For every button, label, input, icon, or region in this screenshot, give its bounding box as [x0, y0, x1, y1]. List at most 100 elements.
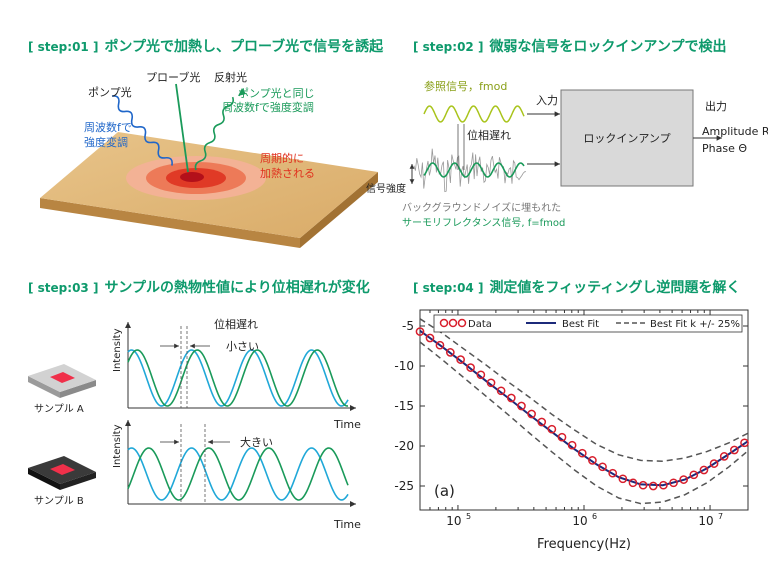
plot-b-xlabel: Time [333, 518, 361, 531]
data-point [466, 363, 475, 372]
x-tick-label: 10 [572, 514, 587, 528]
step04-tag: [ step:04 ] [413, 281, 484, 295]
data-point [527, 409, 536, 419]
lockin-amplifier-box [560, 89, 694, 187]
phase-lag-small-label: 小さい [226, 340, 259, 353]
data-point [435, 340, 445, 350]
y-tick-label: -15 [394, 399, 414, 413]
y-tick-label: -25 [394, 479, 414, 493]
data-point [476, 370, 486, 380]
plot-a-ylabel: Intensity [112, 328, 123, 372]
y-tick-label: -5 [402, 319, 414, 333]
legend-data-label: Data [468, 319, 492, 330]
pump-light-label: ポンプ光 [88, 85, 132, 99]
noisy-signal-wave [413, 148, 527, 193]
data-point [719, 452, 729, 461]
data-point [689, 470, 699, 480]
sample-a-side-right [60, 380, 96, 398]
data-point [567, 440, 577, 450]
data-point [618, 474, 628, 484]
data-point [517, 401, 526, 411]
amplitude-output: Amplitude R [702, 125, 768, 138]
thermoreflectance-signal-wave [423, 162, 525, 178]
series-bestfit [420, 329, 748, 487]
sample-b-label: サンプル B [34, 495, 84, 507]
data-point [547, 424, 557, 434]
data-point [608, 468, 618, 478]
step01-header: [ step:01 ] ポンプ光で加熱し、プローブ光で信号を誘起 [28, 36, 383, 56]
data-point [445, 348, 455, 357]
probe-light-label: プローブ光 [146, 70, 200, 84]
reflect-beam-wave [194, 96, 235, 171]
data-point [557, 432, 567, 442]
step03-header: [ step:03 ] サンプルの熱物性値により位相遅れが変化 [28, 277, 370, 297]
sample-a-label: サンプル A [34, 403, 84, 415]
phase-output: Phase Θ [702, 142, 747, 155]
sample-b-side [28, 468, 60, 490]
data-point [486, 378, 496, 388]
heat-note-line2: 加熱される [260, 167, 315, 180]
sample-plate-side [40, 198, 300, 248]
series-bestfit-k-band [420, 318, 748, 462]
data-point [648, 481, 658, 491]
x-tick-exponent: 6 [592, 512, 597, 521]
pump-modulation-note-line1: 周波数fで [84, 121, 132, 134]
step1-diagram: プローブ光 反射光 ポンプ光 周波数fで 強度変調 ポンプ光と同じ 周波数fで強… [40, 70, 378, 248]
data-point [415, 327, 425, 336]
legend-box [433, 314, 743, 333]
data-point [577, 448, 587, 458]
data-point [709, 459, 719, 468]
data-point [679, 475, 689, 484]
phase-lag-large-label: 大きい [240, 435, 273, 449]
step01-tag: [ step:01 ] [28, 40, 99, 54]
plot-frame [419, 309, 749, 511]
data-point [537, 417, 547, 427]
fit-chart: -5 -10 -15 -20 -25 10 5 10 6 10 7 Frequency(Hz) (a) D… [394, 309, 749, 552]
data-point [669, 478, 678, 488]
data-point [659, 480, 668, 490]
data-point [628, 478, 638, 488]
sample-b-heat-spot [50, 464, 75, 475]
heat-spot [180, 172, 204, 182]
step03-tag: [ step:03 ] [28, 281, 99, 295]
plot-a-xlabel: Time [333, 418, 361, 431]
sample-plate-side-right [300, 172, 378, 248]
pump-beam-wave [111, 95, 173, 166]
step3-diagram: サンプル A サンプル B Intensity Time 位相遅れ 小さい In… [28, 317, 361, 531]
data-point [588, 456, 597, 465]
x-tick-label: 10 [698, 514, 713, 528]
legend-band-label: Best Fit k +/- 25% [650, 319, 740, 330]
sample-a-heat-spot [50, 372, 75, 383]
output-label: 出力 [705, 99, 727, 113]
sample-a-signal-wave [127, 349, 349, 407]
step04-header: [ step:04 ] 測定値をフィッティングし逆問題を解く [413, 277, 740, 297]
data-point [638, 480, 648, 490]
heat-note-line1: 周期的に [260, 151, 304, 165]
data-point [425, 333, 435, 343]
y-tick-label: -10 [394, 359, 414, 373]
x-tick-exponent: 5 [466, 512, 471, 521]
phase-lag-title: 位相遅れ [214, 317, 258, 331]
data-point [506, 393, 516, 403]
reflect-arrow-head [238, 88, 246, 96]
plot-b-ylabel: Intensity [112, 424, 123, 468]
data-point [730, 445, 739, 455]
lockin-amplifier-label: ロックインアンプ [583, 132, 670, 145]
signal-strength-label: 信号強度 [366, 182, 406, 195]
reflect-modulation-note-line2: 周波数fで強度変調 [222, 100, 314, 114]
x-tick-label: 10 [446, 514, 461, 528]
sample-b-reference-wave [127, 447, 349, 501]
series-bestfit-k-band [420, 341, 748, 505]
step04-title: 測定値をフィッティングし逆問題を解く [489, 280, 741, 296]
y-tick-label: -20 [394, 439, 414, 453]
noise-caption: バックグラウンドノイズに埋もれた [402, 201, 561, 214]
legend-data-marker [457, 318, 467, 328]
sample-a-side [28, 376, 60, 398]
step01-title: ポンプ光で加熱し、プローブ光で信号を誘起 [104, 39, 384, 55]
sample-b-side-right [60, 472, 96, 490]
data-point [699, 465, 709, 475]
phase-lag-label: 位相遅れ [467, 128, 511, 142]
sample-a-reference-wave [127, 349, 349, 407]
legend-bestfit-label: Best Fit [562, 319, 599, 330]
